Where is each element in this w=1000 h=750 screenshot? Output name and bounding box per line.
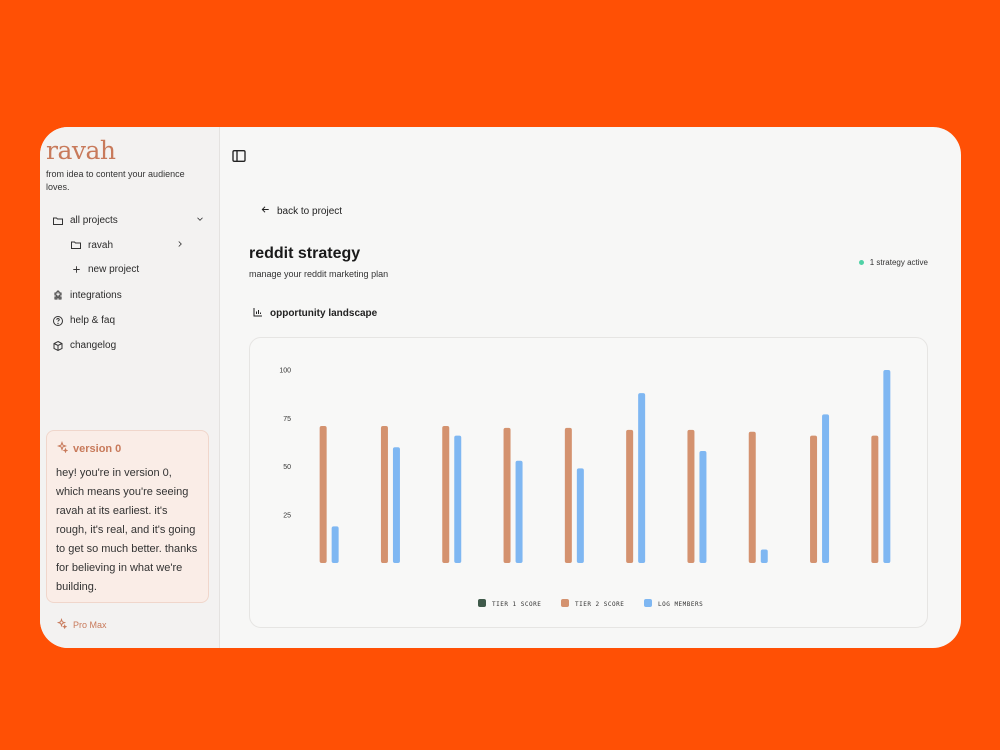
legend-swatch	[644, 599, 652, 607]
legend-label[interactable]: LOG MEMBERS	[658, 601, 703, 608]
main-content: back to project reddit strategy manage y…	[220, 127, 961, 648]
sidebar-item-changelog[interactable]: changelog	[46, 333, 213, 358]
bar-log-members[interactable]	[638, 393, 646, 563]
legend-label[interactable]: TIER 2 SCORE	[575, 601, 624, 608]
logo[interactable]: ravah	[46, 136, 116, 165]
sidebar-item-new-project[interactable]: new project	[46, 257, 213, 281]
status-text: 1 strategy active	[869, 258, 928, 267]
sidebar-item-label: new project	[88, 263, 140, 275]
folder-icon	[70, 239, 82, 251]
sidebar-item-all-projects[interactable]: all projects	[46, 208, 213, 233]
sidebar-item-label: integrations	[70, 290, 122, 301]
back-label: back to project	[277, 205, 343, 217]
bar-log-members[interactable]	[883, 370, 891, 563]
legend-label[interactable]: TIER 1 SCORE	[492, 601, 541, 608]
version-title-text: version 0	[73, 442, 122, 455]
opportunity-chart: 25 50 75 100 TIER 1 SCORE TIER 2 SCORE LOG MEM…	[279, 368, 891, 608]
bar-log-members[interactable]	[576, 468, 584, 563]
tagline: from idea to content your audience loves…	[46, 169, 185, 192]
sidebar: ravah from idea to content your audience…	[40, 127, 220, 648]
sparkle-icon	[56, 617, 68, 631]
bar-log-members[interactable]	[699, 451, 707, 563]
plan-badge[interactable]: Pro Max	[56, 617, 107, 631]
sparkle-icon	[56, 440, 69, 456]
bar-chart-icon	[252, 306, 264, 321]
bar-log-members[interactable]	[331, 526, 339, 563]
plan-label: Pro Max	[73, 619, 107, 630]
bar-tier-2-score[interactable]	[810, 435, 818, 563]
puzzle-icon	[52, 290, 64, 302]
sidebar-item-ravah[interactable]: ravah	[46, 233, 213, 257]
status-badge: 1 strategy active	[858, 258, 928, 267]
arrow-left-icon	[260, 204, 271, 218]
y-tick-label: 25	[283, 512, 291, 519]
sidebar-item-label: all projects	[70, 215, 118, 226]
bar-log-members[interactable]	[454, 435, 462, 563]
sidebar-item-label: changelog	[70, 340, 117, 351]
sidebar-nav: all projects ravah new project	[46, 208, 213, 358]
section-title-text: opportunity landscape	[270, 308, 378, 319]
status-dot	[858, 260, 864, 265]
bar-tier-2-score[interactable]	[687, 429, 695, 563]
bar-log-members[interactable]	[760, 549, 768, 563]
version-card: version 0 hey! you're in version 0, whic…	[46, 430, 209, 603]
plus-icon	[70, 263, 82, 275]
bar-log-members[interactable]	[515, 460, 523, 563]
chevron-down-icon[interactable]	[195, 214, 205, 227]
bar-tier-2-score[interactable]	[319, 425, 327, 563]
bar-tier-2-score[interactable]	[564, 427, 572, 563]
chevron-right-icon[interactable]	[175, 239, 185, 252]
sidebar-item-label: help & faq	[70, 315, 116, 326]
package-icon	[52, 340, 64, 352]
help-circle-icon	[52, 315, 64, 327]
legend-swatch	[478, 599, 486, 607]
chart-card: 25 50 75 100 TIER 1 SCORE TIER 2 SCORE LOG MEM…	[249, 337, 928, 628]
back-to-project-link[interactable]: back to project	[260, 204, 342, 218]
bar-tier-2-score[interactable]	[626, 429, 634, 563]
sidebar-item-label: ravah	[88, 239, 114, 251]
bar-tier-2-score[interactable]	[503, 427, 511, 563]
sidebar-item-integrations[interactable]: integrations	[46, 283, 213, 308]
y-tick-label: 75	[283, 416, 291, 423]
folder-icon	[52, 215, 64, 227]
section-title: opportunity landscape	[252, 306, 377, 321]
app-window: ravah from idea to content your audience…	[40, 127, 961, 648]
legend-swatch	[561, 599, 569, 607]
bar-tier-2-score[interactable]	[748, 431, 756, 563]
page-title: reddit strategy	[249, 245, 361, 262]
version-text: hey! you're in version 0, which means yo…	[56, 467, 198, 593]
version-title: version 0	[56, 440, 199, 456]
bar-tier-2-score[interactable]	[871, 435, 879, 563]
bar-tier-2-score[interactable]	[380, 425, 388, 563]
bar-tier-2-score[interactable]	[442, 425, 450, 563]
bar-log-members[interactable]	[822, 414, 830, 563]
bar-log-members[interactable]	[392, 447, 400, 563]
y-tick-label: 100	[279, 368, 291, 375]
sidebar-toggle-icon[interactable]	[231, 148, 247, 164]
page-subtitle: manage your reddit marketing plan	[249, 269, 389, 279]
sidebar-item-help[interactable]: help & faq	[46, 308, 213, 333]
y-tick-label: 50	[283, 464, 291, 471]
